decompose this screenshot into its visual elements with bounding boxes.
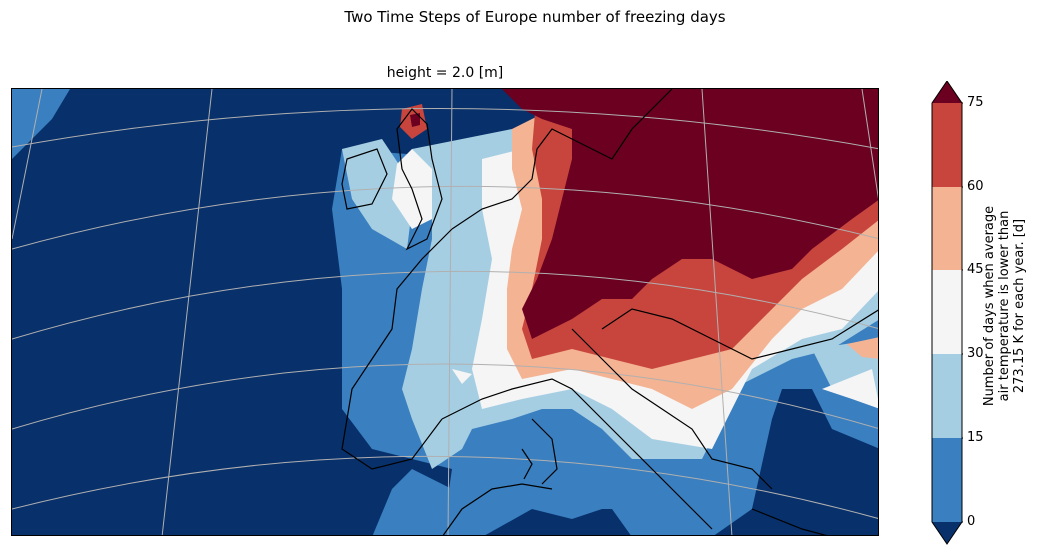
colorbar-swatch-30-45 — [932, 270, 962, 354]
colorbar-tick-label: 30 — [967, 346, 984, 361]
colorbar-tick-label: 0 — [967, 514, 976, 529]
colorbar-swatch-60-75 — [932, 103, 962, 187]
map-panel — [11, 88, 879, 536]
colorbar-tick-label: 15 — [967, 430, 984, 445]
figure-suptitle: Two Time Steps of Europe number of freez… — [344, 8, 726, 26]
colorbar-tick-label: 45 — [967, 262, 984, 277]
colorbar-swatch-15-30 — [932, 354, 962, 438]
colorbar-swatches — [931, 80, 966, 545]
colorbar-label-line: Number of days when average — [982, 205, 997, 407]
colorbar-swatch-0-15 — [932, 438, 962, 522]
colorbar-tick-label: 60 — [967, 179, 984, 194]
colorbar-extend-min — [932, 522, 962, 544]
colorbar-label: Number of days when average air temperat… — [982, 96, 1042, 516]
colorbar-label-line: 273.15 K for each year. [d] — [1012, 218, 1027, 394]
colorbar-tick-label: 75 — [967, 95, 984, 110]
map-subtitle: height = 2.0 [m] — [386, 65, 504, 81]
contour-band-over-75 — [410, 89, 878, 339]
colorbar-extend-max — [932, 81, 962, 103]
freezing-days-contour-map — [12, 89, 878, 535]
colorbar-swatch-45-60 — [932, 187, 962, 270]
colorbar-label-line: air temperature is lower than — [997, 210, 1012, 402]
coastlines — [341, 89, 878, 535]
graticule-lines — [12, 89, 878, 535]
colorbar — [931, 80, 966, 549]
